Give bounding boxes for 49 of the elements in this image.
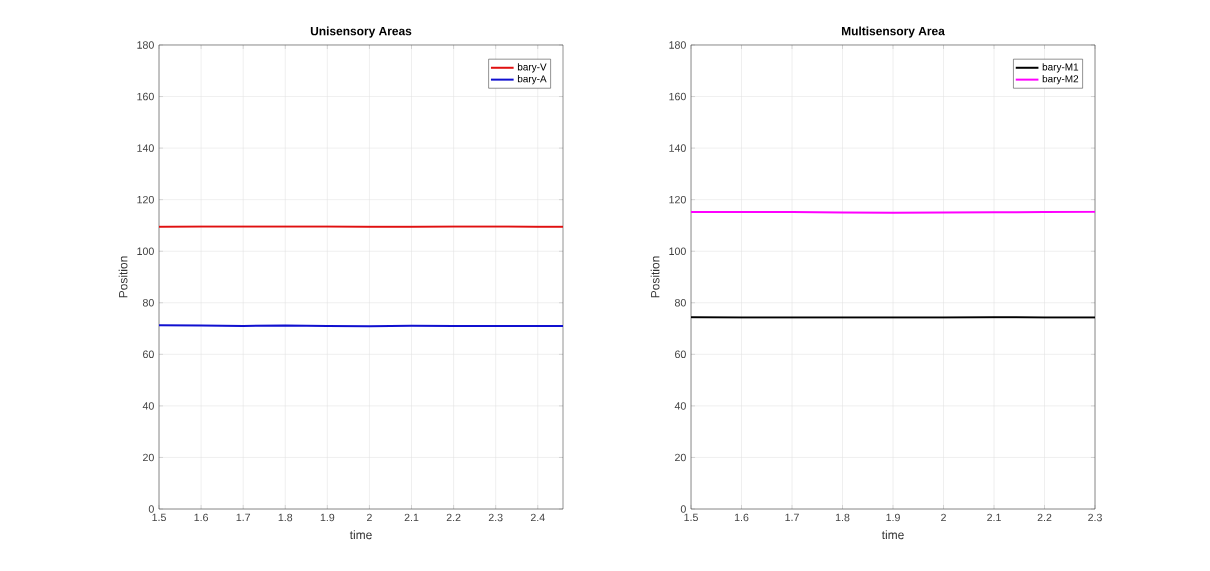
y-tick-label: 180 — [669, 41, 686, 49]
x-axis-title: time — [881, 530, 904, 540]
x-tick-label: 2.2 — [1037, 513, 1052, 522]
x-tick-label: 2.1 — [987, 513, 1001, 522]
x-tick-label: 1.9 — [320, 513, 335, 522]
x-tick-label: 1.8 — [835, 513, 850, 522]
x-tick-label: 1.5 — [152, 513, 166, 522]
x-tick-label: 1.6 — [194, 513, 208, 522]
y-tick-label: 100 — [669, 247, 686, 255]
y-tick-label: 40 — [674, 402, 686, 410]
y-tick-label: 100 — [137, 247, 154, 255]
y-tick-label: 20 — [143, 453, 154, 462]
y-tick-label: 40 — [142, 402, 154, 410]
y-tick-label: 180 — [137, 41, 154, 49]
x-tick-label: 2.3 — [1088, 513, 1102, 522]
x-tick-label: 2.4 — [530, 513, 545, 522]
y-tick-label: 80 — [674, 299, 686, 307]
y-tick-label: 120 — [137, 195, 154, 204]
y-tick-label: 20 — [675, 453, 686, 462]
chart-title: Unisensory Areas — [310, 26, 412, 38]
chart-title: Multisensory Area — [841, 26, 945, 38]
x-tick-label: 1.5 — [684, 513, 698, 522]
y-tick-label: 0 — [148, 505, 154, 513]
y-tick-label: 120 — [669, 195, 686, 204]
y-tick-label: 80 — [142, 299, 154, 307]
x-axis-title: time — [349, 530, 372, 540]
legend-label: bary-V — [517, 63, 547, 73]
x-tick-label: 2 — [367, 513, 372, 522]
y-tick-label: 60 — [143, 350, 154, 359]
y-tick-label: 0 — [680, 505, 686, 513]
y-tick-label: 60 — [675, 350, 686, 359]
x-tick-label: 1.8 — [278, 513, 293, 522]
x-tick-label: 2.2 — [446, 513, 461, 522]
legend-label: bary-A — [517, 75, 547, 85]
y-tick-label: 160 — [669, 92, 686, 101]
x-tick-label: 1.7 — [236, 513, 251, 521]
y-tick-label: 140 — [137, 144, 154, 152]
legend-label: bary-M1 — [1042, 63, 1079, 73]
y-axis-title: Position — [118, 256, 128, 298]
legend-label: bary-M2 — [1042, 75, 1079, 85]
x-tick-label: 2.1 — [404, 513, 419, 522]
x-tick-label: 2.3 — [488, 513, 503, 522]
y-tick-label: 140 — [669, 144, 686, 152]
x-tick-label: 2 — [941, 513, 946, 522]
x-tick-label: 1.9 — [886, 513, 900, 522]
y-tick-label: 160 — [137, 92, 154, 101]
x-tick-label: 1.7 — [785, 513, 799, 521]
x-tick-label: 1.6 — [734, 513, 749, 522]
y-axis-title: Position — [650, 256, 660, 298]
